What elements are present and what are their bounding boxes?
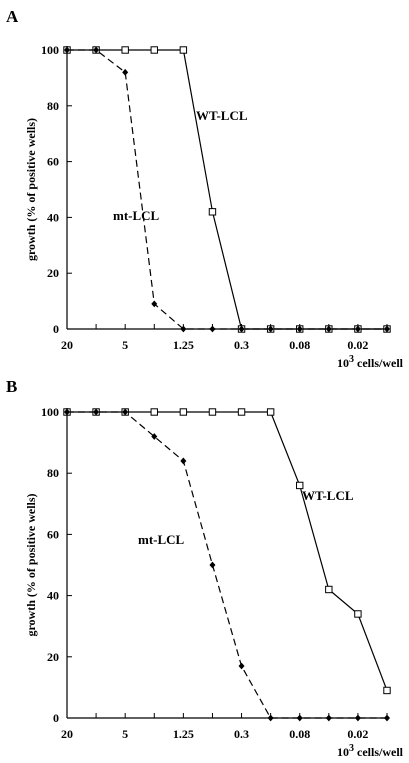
data-point-WT-LCL bbox=[354, 610, 362, 618]
x-axis-title-exp: 3 bbox=[349, 354, 354, 365]
data-point-WT-LCL bbox=[179, 46, 188, 54]
data-point-WT-LCL bbox=[150, 408, 158, 416]
y-tick-label: 80 bbox=[47, 466, 59, 480]
panel-label: B bbox=[6, 377, 17, 396]
series-label-mt-LCL: mt-LCL bbox=[113, 208, 160, 223]
x-tick-label: 5 bbox=[122, 338, 128, 352]
x-tick-label: 0.08 bbox=[289, 727, 310, 741]
series-label-WT-LCL: WT-LCL bbox=[302, 488, 354, 503]
series-line-mt-LCL bbox=[67, 49, 387, 330]
series-label-WT-LCL: WT-LCL bbox=[196, 108, 248, 123]
panel-label: A bbox=[6, 7, 19, 26]
x-tick-label: 1.25 bbox=[173, 727, 194, 741]
y-axis-title: growth (% of positive wells) bbox=[24, 118, 38, 261]
data-point-mt-LCL bbox=[122, 408, 129, 416]
data-point-WT-LCL bbox=[325, 585, 333, 594]
data-point-mt-LCL bbox=[238, 662, 245, 670]
series-line-WT-LCL bbox=[67, 411, 388, 691]
x-axis-title-base: 10 bbox=[337, 356, 349, 370]
series-line-mt-LCL bbox=[67, 411, 387, 719]
data-point-mt-LCL bbox=[93, 408, 100, 416]
data-point-mt-LCL bbox=[354, 325, 361, 333]
y-tick-label: 20 bbox=[47, 266, 59, 280]
x-tick-label: 0.3 bbox=[234, 338, 249, 352]
x-tick-label: 5 bbox=[122, 727, 128, 741]
data-point-mt-LCL bbox=[180, 457, 187, 465]
data-point-mt-LCL bbox=[151, 433, 158, 440]
data-point-WT-LCL bbox=[383, 686, 391, 695]
y-axis-title: growth (% of positive wells) bbox=[24, 493, 38, 636]
data-point-WT-LCL bbox=[150, 46, 158, 54]
data-point-WT-LCL bbox=[208, 208, 217, 216]
data-point-mt-LCL bbox=[209, 561, 216, 569]
data-point-WT-LCL bbox=[266, 408, 275, 416]
x-tick-label: 0.02 bbox=[347, 338, 368, 352]
y-tick-label: 60 bbox=[47, 527, 59, 541]
data-point-mt-LCL bbox=[325, 325, 332, 333]
data-point-mt-LCL bbox=[267, 714, 274, 722]
data-point-mt-LCL bbox=[93, 46, 100, 54]
x-tick-label: 20 bbox=[61, 727, 73, 741]
x-axis-title-exp: 3 bbox=[349, 743, 354, 754]
data-point-WT-LCL bbox=[208, 408, 217, 416]
y-tick-label: 0 bbox=[53, 322, 59, 336]
x-tick-label: 0.3 bbox=[234, 727, 249, 741]
x-tick-label: 1.25 bbox=[173, 338, 194, 352]
data-point-mt-LCL bbox=[384, 325, 390, 333]
data-point-mt-LCL bbox=[151, 300, 158, 308]
x-axis-title-text: cells/well bbox=[357, 356, 404, 370]
x-tick-label: 0.02 bbox=[347, 727, 368, 741]
series-line-WT-LCL bbox=[67, 49, 387, 330]
series-label-mt-LCL: mt-LCL bbox=[138, 532, 185, 547]
data-point-mt-LCL bbox=[296, 714, 303, 722]
data-point-mt-LCL bbox=[122, 68, 129, 76]
y-tick-label: 40 bbox=[47, 589, 59, 603]
x-axis-title-text: cells/well bbox=[357, 745, 404, 759]
y-tick-label: 60 bbox=[47, 155, 59, 169]
x-axis-title: 103 cells/well bbox=[337, 743, 404, 759]
y-tick-label: 0 bbox=[53, 711, 59, 725]
data-point-mt-LCL bbox=[384, 714, 390, 722]
data-point-WT-LCL bbox=[121, 46, 129, 54]
x-tick-label: 20 bbox=[61, 338, 73, 352]
data-point-mt-LCL bbox=[354, 714, 361, 722]
data-point-WT-LCL bbox=[296, 481, 304, 490]
data-point-WT-LCL bbox=[237, 408, 246, 416]
data-point-mt-LCL bbox=[209, 325, 216, 333]
data-point-WT-LCL bbox=[179, 408, 188, 416]
y-tick-label: 100 bbox=[41, 405, 59, 419]
y-tick-label: 40 bbox=[47, 210, 59, 224]
data-point-mt-LCL bbox=[64, 46, 70, 54]
data-point-mt-LCL bbox=[267, 325, 274, 333]
data-point-mt-LCL bbox=[325, 714, 332, 722]
x-axis-title: 103 cells/well bbox=[337, 354, 404, 370]
data-point-mt-LCL bbox=[64, 408, 70, 416]
data-point-mt-LCL bbox=[296, 325, 303, 333]
data-point-mt-LCL bbox=[180, 325, 187, 333]
y-tick-label: 20 bbox=[47, 650, 59, 664]
x-axis-title-base: 10 bbox=[337, 745, 349, 759]
x-tick-label: 0.08 bbox=[289, 338, 310, 352]
y-tick-label: 100 bbox=[41, 43, 59, 57]
data-point-mt-LCL bbox=[238, 325, 245, 333]
y-tick-label: 80 bbox=[47, 99, 59, 113]
